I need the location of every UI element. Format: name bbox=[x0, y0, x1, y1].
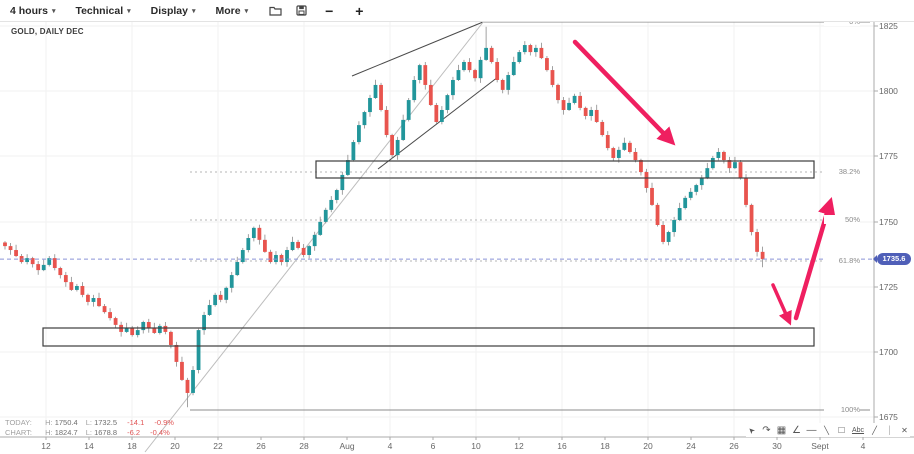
high-value: 1750.4 bbox=[54, 418, 78, 427]
price-axis-label: 1825 bbox=[879, 21, 898, 31]
price-axis-label: 1800 bbox=[879, 86, 898, 96]
display-menu[interactable]: Display ▾ bbox=[145, 5, 202, 17]
time-axis-label: Sept bbox=[811, 441, 829, 451]
time-axis-label: 26 bbox=[256, 441, 266, 451]
indicator-grid-icon[interactable]: ▦ bbox=[776, 424, 787, 436]
top-toolbar: 4 hours ▾ Technical ▾ Display ▾ More ▾ −… bbox=[0, 0, 914, 22]
zoom-in-button[interactable]: + bbox=[349, 3, 369, 19]
ray-line-icon[interactable]: ╱ bbox=[872, 425, 877, 435]
time-axis-label: 4 bbox=[387, 441, 393, 451]
trend-angle-icon[interactable]: ∠ bbox=[792, 424, 801, 436]
more-label: More bbox=[215, 4, 241, 17]
time-axis-label: 10 bbox=[471, 441, 481, 451]
low-label: L: bbox=[85, 418, 92, 427]
low-label: L: bbox=[85, 427, 92, 437]
time-axis-label: Aug bbox=[339, 441, 355, 451]
time-axis-label: 30 bbox=[772, 441, 782, 451]
drawing-toolbar: ➤ ↷ ▦ ∠ — ╲ □ Abc ╱ | ✕ bbox=[746, 423, 910, 437]
fib-level-label: 100% bbox=[824, 405, 860, 414]
price-axis-label: 1750 bbox=[879, 217, 898, 227]
time-axis-label: 12 bbox=[514, 441, 524, 451]
chevron-down-icon: ▾ bbox=[51, 7, 56, 15]
high-value: 1824.7 bbox=[54, 427, 78, 437]
time-axis-label: 18 bbox=[600, 441, 610, 451]
time-axis-label: 12 bbox=[41, 441, 51, 451]
fib-level-label: 61.8% bbox=[824, 256, 860, 265]
chevron-down-icon: ▾ bbox=[244, 7, 249, 15]
delete-drawing-icon[interactable]: ✕ bbox=[901, 425, 908, 435]
current-price-badge: 1735.6 bbox=[873, 253, 911, 266]
time-axis-label: 16 bbox=[557, 441, 567, 451]
time-axis-label: 22 bbox=[213, 441, 223, 451]
change-pct: -0.4% bbox=[150, 427, 170, 437]
time-axis-label: 14 bbox=[84, 441, 94, 451]
time-axis-label: 28 bbox=[299, 441, 309, 451]
fib-level-label: 38.2% bbox=[824, 167, 860, 176]
price-axis-label: 1700 bbox=[879, 347, 898, 357]
high-label: H: bbox=[45, 427, 53, 437]
time-axis-label: 18 bbox=[127, 441, 137, 451]
technical-label: Technical bbox=[75, 4, 124, 17]
low-value: 1678.8 bbox=[94, 427, 118, 437]
chevron-down-icon: ▾ bbox=[191, 7, 196, 15]
more-menu[interactable]: More ▾ bbox=[210, 5, 255, 17]
time-axis-label: 26 bbox=[729, 441, 739, 451]
stats-period-label: TODAY: bbox=[5, 418, 32, 427]
timeframe-menu[interactable]: 4 hours ▾ bbox=[4, 5, 61, 17]
trendline-icon[interactable]: ╲ bbox=[824, 425, 829, 435]
text-tool-icon[interactable]: Abc bbox=[851, 426, 865, 434]
time-axis-label: 4 bbox=[860, 441, 866, 451]
time-axis-label: 20 bbox=[643, 441, 653, 451]
open-folder-icon[interactable] bbox=[269, 5, 282, 16]
rectangle-tool-icon[interactable]: □ bbox=[838, 424, 845, 436]
stats-row-today: TODAY: H: 1750.4 L: 1732.5 -14.1 -0.9% bbox=[5, 418, 174, 428]
draw-arrow-icon[interactable]: ↷ bbox=[762, 424, 771, 436]
change-pct: -0.9% bbox=[154, 418, 174, 427]
time-axis-label: 20 bbox=[170, 441, 180, 451]
change-value: -14.1 bbox=[127, 418, 145, 427]
technical-menu[interactable]: Technical ▾ bbox=[69, 5, 136, 17]
symbol-legend: GOLD, DAILY DEC bbox=[11, 27, 84, 36]
price-axis-label: 1675 bbox=[879, 412, 898, 422]
ohlc-stats-panel: TODAY: H: 1750.4 L: 1732.5 -14.1 -0.9% C… bbox=[5, 418, 174, 437]
time-axis-label: 24 bbox=[686, 441, 696, 451]
fib-level-label: 50% bbox=[824, 215, 860, 224]
save-icon[interactable] bbox=[296, 5, 307, 16]
price-axis-label: 1775 bbox=[879, 151, 898, 161]
zoom-out-button[interactable]: − bbox=[319, 3, 339, 19]
divider: | bbox=[888, 424, 891, 436]
price-axis-label: 1725 bbox=[879, 282, 898, 292]
time-axis-label: 6 bbox=[430, 441, 436, 451]
cursor-icon[interactable]: ➤ bbox=[745, 424, 758, 436]
change-value: -6.2 bbox=[127, 427, 141, 437]
low-value: 1732.5 bbox=[94, 418, 118, 427]
timeframe-label: 4 hours bbox=[10, 4, 48, 17]
stats-row-chart: CHART: H: 1824.7 L: 1678.8 -6.2 -0.4% bbox=[5, 428, 174, 438]
chevron-down-icon: ▾ bbox=[127, 7, 131, 15]
stats-period-label: CHART: bbox=[5, 427, 32, 437]
display-label: Display bbox=[150, 4, 188, 17]
horizontal-line-icon[interactable]: — bbox=[806, 424, 817, 436]
high-label: H: bbox=[45, 418, 53, 427]
